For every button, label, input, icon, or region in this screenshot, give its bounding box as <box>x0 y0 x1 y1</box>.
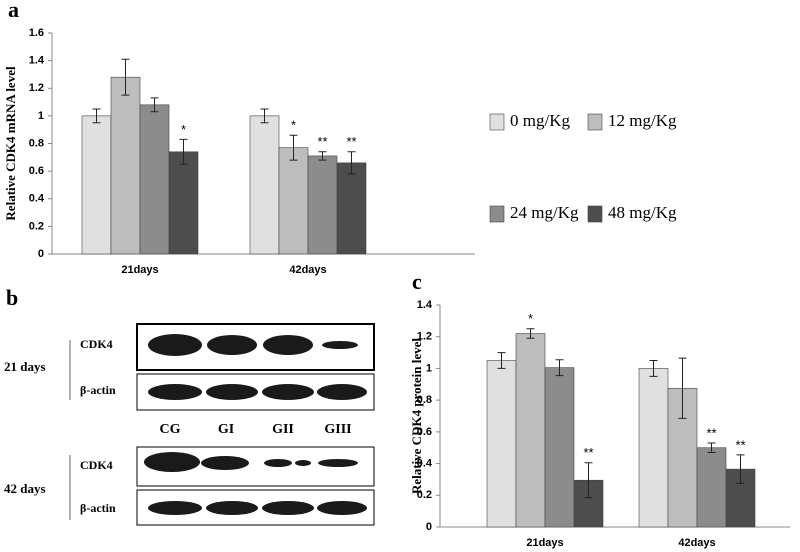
error-bar <box>92 108 101 124</box>
y-tick-label: 0 <box>38 248 44 260</box>
legend-label: 24 mg/Kg <box>510 203 579 222</box>
y-axis-label: Relative CDK4 protein level <box>409 338 424 494</box>
x-tick-label: 42days <box>289 264 326 276</box>
error-bar <box>260 108 269 124</box>
lane-label: GIII <box>324 422 351 437</box>
y-tick-label: 1.2 <box>417 331 432 343</box>
y-tick-label: 1 <box>426 362 432 374</box>
y-tick-label: 0.6 <box>29 165 44 177</box>
legend-swatch <box>489 113 505 131</box>
error-bar <box>497 352 506 369</box>
lane-label: CG <box>160 422 181 437</box>
y-tick-label: 0.8 <box>417 394 432 406</box>
error-bar <box>121 58 130 96</box>
legend-swatch <box>587 205 603 223</box>
legend-label: 0 mg/Kg <box>510 111 570 130</box>
group-label: 21 days <box>4 359 46 374</box>
panel-label: c <box>412 269 422 294</box>
x-tick-label: 21days <box>526 537 563 549</box>
row-label: β-actin <box>80 501 116 515</box>
bar <box>307 155 338 255</box>
blot: b 21 days 42 days CDK4 β-actin CDK4 β-ac… <box>4 285 375 526</box>
significance-label: * <box>181 122 186 137</box>
row-label: CDK4 <box>80 458 113 472</box>
row-label: β-actin <box>80 383 116 397</box>
error-bar <box>526 328 535 339</box>
error-bar <box>150 97 159 113</box>
significance-label: ** <box>346 134 356 149</box>
bar <box>486 360 517 528</box>
y-tick-label: 0.8 <box>29 137 44 149</box>
error-bar <box>649 360 658 377</box>
y-tick-label: 0.6 <box>417 426 432 438</box>
x-tick-label: 42days <box>678 537 715 549</box>
legend-label: 12 mg/Kg <box>608 111 677 130</box>
significance-label: ** <box>583 445 593 460</box>
bar <box>110 76 141 255</box>
error-bar <box>289 134 298 161</box>
lane-label: GI <box>218 422 234 437</box>
legend-swatch <box>587 113 603 131</box>
bar <box>168 151 199 255</box>
error-bar <box>179 138 188 165</box>
y-tick-label: 0.4 <box>417 457 433 469</box>
bar <box>336 162 367 255</box>
row-label: CDK4 <box>80 337 113 351</box>
significance-label: * <box>528 311 533 326</box>
error-bar <box>584 462 593 499</box>
legend-label: 48 mg/Kg <box>608 203 677 222</box>
y-tick-label: 1.2 <box>29 82 44 94</box>
significance-label: ** <box>706 425 716 440</box>
y-tick-label: 0.2 <box>29 220 44 232</box>
bar <box>544 367 575 528</box>
panel-label: a <box>8 0 19 22</box>
error-bar <box>736 454 745 484</box>
bar <box>249 115 280 255</box>
significance-label: ** <box>317 134 327 149</box>
bar <box>638 368 669 528</box>
bands <box>144 334 367 515</box>
y-axis-label: Relative CDK4 mRNA level <box>3 66 18 221</box>
legend-swatch <box>489 205 505 223</box>
bar <box>515 333 546 528</box>
y-tick-label: 1.4 <box>417 299 433 311</box>
error-bar <box>707 442 716 453</box>
significance-label: ** <box>735 437 745 452</box>
bar <box>139 104 170 255</box>
panel-label: b <box>6 285 18 310</box>
bar <box>278 147 309 255</box>
x-tick-label: 21days <box>121 264 158 276</box>
y-tick-label: 0.2 <box>417 489 432 501</box>
bar <box>696 447 727 528</box>
significance-label: * <box>291 118 296 133</box>
y-tick-label: 1.6 <box>29 27 44 39</box>
y-tick-label: 1 <box>38 110 44 122</box>
error-bar <box>555 359 564 377</box>
error-bar <box>347 151 356 175</box>
y-tick-label: 1.4 <box>29 55 45 67</box>
lane-label: GII <box>272 422 294 437</box>
group-label: 42 days <box>4 481 46 496</box>
y-tick-label: 0.4 <box>29 193 45 205</box>
bar <box>81 115 112 255</box>
error-bar <box>318 151 327 161</box>
y-tick-label: 0 <box>426 521 432 533</box>
error-bar <box>678 357 687 419</box>
